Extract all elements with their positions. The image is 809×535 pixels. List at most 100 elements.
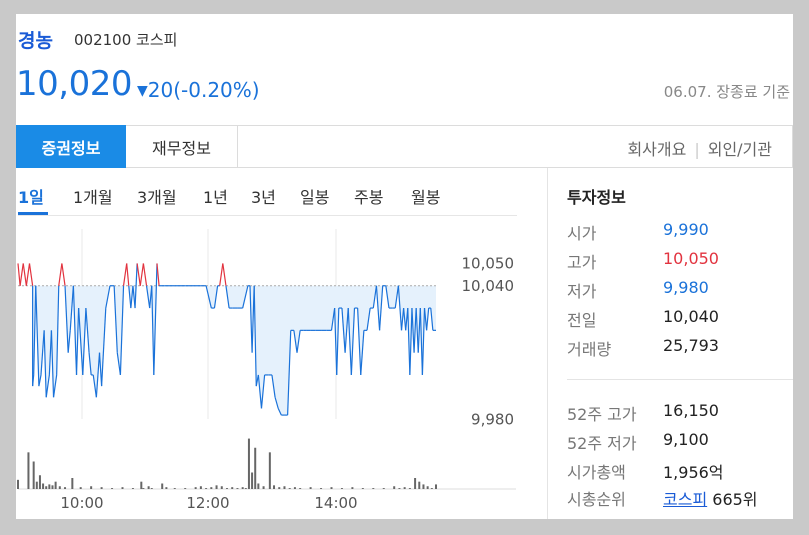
price-line-segment (17, 263, 21, 286)
volume-bar (51, 485, 54, 489)
volume-bar (262, 486, 265, 489)
tab-financial-info[interactable]: 재무정보 (126, 125, 238, 168)
volume-bar (278, 487, 281, 489)
volume-bar (293, 487, 296, 489)
x-tick-label: 10:00 (60, 494, 103, 512)
price-line-segment (134, 263, 138, 309)
price-line-segment (19, 263, 24, 286)
price-line-segment (415, 308, 419, 353)
y-tick-label: 10,050 (462, 254, 515, 272)
period-monthly-candle[interactable]: 월봉 (411, 188, 441, 207)
price-line-segment (219, 263, 224, 286)
price-line-segment (257, 374, 263, 409)
volume-bar (100, 487, 103, 489)
price-line-segment (116, 352, 122, 376)
price-line-segment (98, 352, 103, 387)
price-line-segment (85, 308, 90, 353)
price-line-segment (421, 308, 426, 375)
period-1m[interactable]: 1개월 (73, 188, 113, 207)
volume-bar (58, 486, 61, 489)
volume-bar (418, 481, 421, 489)
period-1d[interactable]: 1일 (18, 188, 44, 207)
price-line-segment (242, 285, 249, 309)
stock-widget: 경농 002100 코스피 10,020 ▼20(-0.20%) 06.07. … (16, 14, 793, 519)
foreign-institution-link[interactable]: 외인/기관 (707, 140, 772, 159)
info-label: 고가 (567, 253, 597, 272)
price-line-segment (67, 330, 71, 353)
volume-bar (268, 452, 271, 489)
price-line-segment (397, 285, 403, 331)
stock-market: 코스피 (136, 31, 178, 49)
volume-bar (408, 488, 411, 489)
volume-bar (382, 488, 385, 489)
change-value: 20(-0.20%) (147, 78, 260, 102)
price-line-segment (92, 374, 97, 398)
price-line-segment (101, 308, 107, 387)
as-of-timestamp: 06.07. 장종료 기준 (663, 83, 790, 101)
x-tick-label: 12:00 (186, 494, 229, 512)
tab-securities-info[interactable]: 증권정보 (16, 125, 126, 168)
price-line-segment (249, 285, 253, 353)
period-1y[interactable]: 1년 (203, 188, 228, 207)
period-daily-candle[interactable]: 일봉 (300, 188, 330, 207)
volume-bar (361, 488, 364, 489)
price-line-segment (341, 308, 346, 353)
price-line-segment (126, 263, 130, 286)
price-line-segment (35, 285, 40, 387)
rank-market-link[interactable]: 코스피 (663, 490, 708, 509)
price-line-segment (32, 374, 35, 387)
investment-info-title: 투자정보 (567, 188, 626, 207)
link-divider: | (694, 140, 700, 159)
price-line-segment (153, 263, 158, 375)
price-line-segment (274, 397, 279, 409)
price-line-segment (45, 374, 50, 398)
volume-bar (254, 447, 257, 489)
price-line-segment (52, 374, 58, 398)
volume-bar (231, 487, 234, 489)
period-weekly-candle[interactable]: 주봉 (354, 188, 384, 207)
stock-name[interactable]: 경농 (18, 30, 53, 52)
price-line-segment (277, 408, 282, 416)
down-arrow-icon: ▼ (137, 83, 148, 99)
info-value: 1,956억 (663, 463, 724, 482)
volume-bar (273, 485, 276, 489)
price-line-segment (296, 330, 301, 353)
volume-bar (161, 483, 164, 489)
info-label: 시가총액 (567, 463, 626, 482)
info-label: 업종 (567, 514, 596, 519)
price-line-segment (105, 285, 111, 309)
price-line-segment (407, 308, 411, 375)
price-line-segment (28, 263, 34, 286)
price-line-segment (119, 285, 125, 375)
sector-link[interactable]: 화학 (663, 514, 692, 519)
price-line-segment (400, 307, 405, 331)
price-line-segment (425, 307, 430, 331)
price-line-segment (378, 285, 384, 331)
price-change: ▼20(-0.20%) (137, 78, 260, 102)
price-line-segment (69, 285, 74, 331)
volume-bar (247, 438, 250, 489)
company-overview-link[interactable]: 회사개요 (627, 140, 687, 159)
volume-bar (27, 452, 30, 489)
price-line-segment (394, 285, 399, 309)
volume-bar (426, 486, 429, 489)
volume-bar (430, 488, 433, 489)
price-line-segment (344, 308, 349, 353)
volume-bar (398, 488, 401, 489)
price-line-segment (205, 285, 212, 309)
price-line-segment (43, 330, 47, 398)
volume-bar (32, 461, 35, 489)
price-line-segment (22, 263, 27, 286)
info-value: 9,980 (663, 278, 709, 297)
period-active-indicator (18, 212, 48, 215)
volume-bar (194, 487, 197, 489)
volume-bar (17, 479, 19, 489)
volume-bar (142, 488, 145, 489)
price-line-segment (411, 308, 415, 353)
info-label: 전일 (567, 311, 597, 330)
price-line-segment (122, 263, 128, 286)
price-line-segment (403, 307, 407, 331)
period-3m[interactable]: 3개월 (137, 188, 177, 207)
price-line-segment (430, 307, 434, 331)
period-3y[interactable]: 3년 (251, 188, 276, 207)
